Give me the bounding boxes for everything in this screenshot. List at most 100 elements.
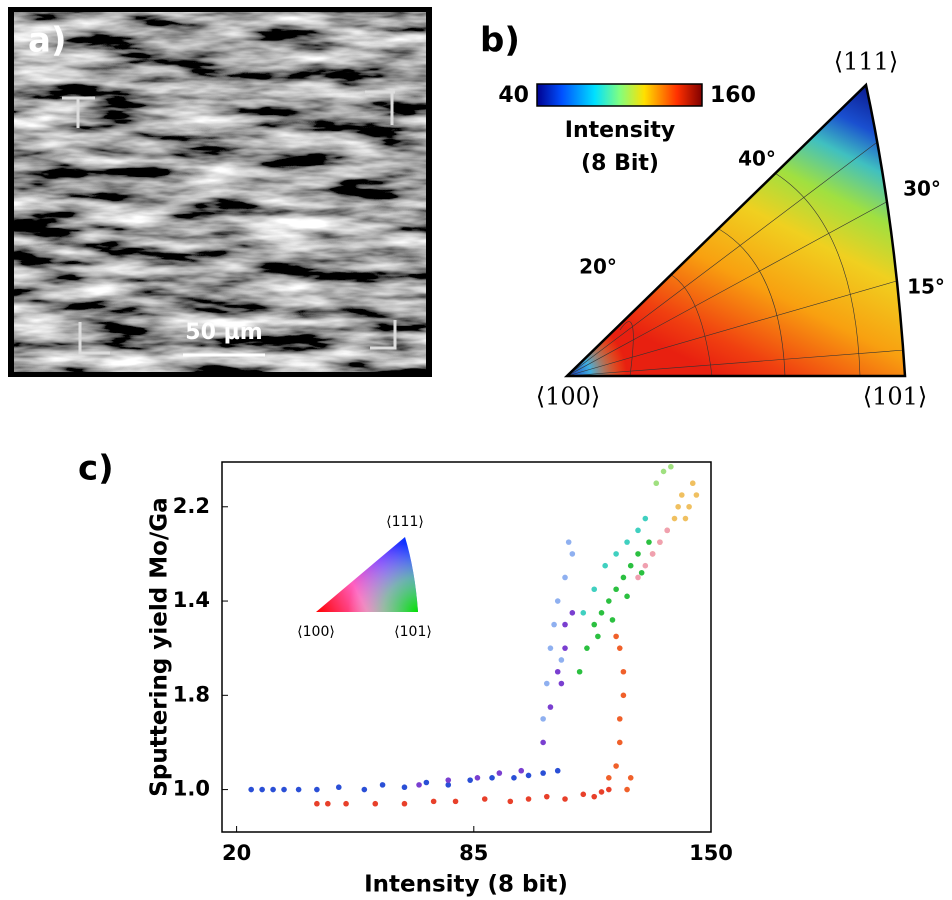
- data-point: [689, 480, 696, 487]
- data-point: [671, 515, 678, 522]
- data-point: [474, 774, 481, 781]
- data-point: [511, 774, 517, 781]
- ipf-outline: [563, 82, 907, 378]
- data-point: [452, 798, 459, 805]
- y-tick-label: 2.2: [173, 494, 210, 518]
- data-point: [562, 645, 568, 651]
- colorbar: [536, 83, 703, 107]
- data-point: [565, 539, 572, 545]
- data-point: [496, 770, 503, 776]
- data-point: [558, 680, 565, 687]
- data-point: [624, 593, 630, 600]
- data-point: [664, 527, 671, 534]
- data-point: [591, 586, 598, 593]
- data-point: [591, 793, 598, 800]
- data-point: [638, 569, 645, 576]
- data-point: [591, 621, 598, 628]
- data-point: [609, 617, 616, 623]
- colorbar-tick-label: 40: [498, 83, 529, 108]
- y-tick-label: 1.8: [173, 682, 210, 706]
- data-point: [569, 610, 576, 616]
- x-tick-label: 85: [459, 841, 488, 865]
- data-point: [693, 492, 700, 498]
- data-point: [627, 562, 634, 569]
- data-point: [543, 793, 550, 800]
- data-point: [540, 739, 546, 746]
- corner-label: ⟨101⟩: [863, 383, 928, 411]
- colorbar-subtitle: (8 Bit): [581, 151, 659, 176]
- data-point: [401, 784, 408, 791]
- data-point: [616, 645, 623, 651]
- data-point: [551, 621, 557, 628]
- x-tick-label: 150: [689, 841, 733, 865]
- data-point: [547, 704, 554, 710]
- data-point: [525, 772, 532, 779]
- data-point: [314, 800, 320, 807]
- angle-label: 30°: [903, 177, 941, 201]
- data-point: [613, 551, 619, 557]
- data-point: [686, 503, 692, 510]
- data-point: [445, 782, 452, 788]
- data-point: [613, 763, 619, 769]
- data-point: [580, 610, 587, 616]
- data-point: [325, 800, 331, 807]
- panel-label: a): [28, 21, 66, 61]
- data-point: [562, 621, 568, 628]
- data-point: [335, 784, 342, 791]
- data-point: [620, 692, 627, 699]
- colorbar-tick-label: 160: [710, 83, 756, 108]
- inset-corner-label: ⟨100⟩: [297, 624, 335, 640]
- inset-corner-label: ⟨101⟩: [394, 624, 432, 640]
- data-point: [660, 468, 667, 475]
- data-point: [679, 492, 685, 498]
- data-point: [540, 716, 546, 722]
- data-point: [343, 800, 349, 807]
- data-point: [562, 574, 568, 581]
- data-point: [481, 796, 488, 802]
- data-point: [467, 777, 473, 783]
- data-point: [627, 774, 634, 781]
- data-point: [525, 796, 532, 802]
- data-point: [554, 598, 561, 604]
- scale-bar-label: 50 µm: [185, 320, 262, 345]
- data-point: [606, 786, 612, 793]
- data-point: [635, 527, 641, 534]
- data-point: [580, 791, 587, 798]
- data-point: [430, 798, 437, 805]
- data-point: [620, 574, 627, 581]
- data-point: [507, 798, 514, 805]
- y-axis-label: Sputtering yield Mo/Ga: [147, 497, 173, 796]
- corner-label: ⟨100⟩: [536, 383, 601, 411]
- data-point: [616, 739, 623, 746]
- data-point: [598, 610, 605, 616]
- fiducial-marks: [62, 90, 397, 355]
- x-axis-label: Intensity (8 bit): [364, 872, 568, 898]
- data-point: [635, 574, 641, 581]
- data-point: [295, 786, 302, 793]
- data-point: [543, 680, 550, 687]
- data-point: [270, 786, 276, 793]
- data-point: [635, 551, 641, 557]
- data-point: [653, 480, 660, 487]
- y-tick-label: 1.0: [173, 777, 210, 801]
- data-point: [547, 645, 554, 651]
- data-point: [584, 645, 590, 651]
- angle-label: 20°: [579, 255, 617, 279]
- data-point: [595, 633, 601, 640]
- data-point: [642, 515, 649, 522]
- data-point: [314, 786, 320, 793]
- data-point: [657, 539, 663, 545]
- data-point: [606, 774, 612, 781]
- data-point: [558, 657, 565, 663]
- data-point: [259, 786, 265, 793]
- data-point: [602, 562, 608, 569]
- colorbar-title: Intensity: [565, 118, 675, 143]
- data-point: [416, 782, 422, 788]
- ipf-grid: [567, 139, 905, 376]
- data-point: [682, 515, 689, 522]
- data-point: [624, 539, 630, 545]
- data-point: [423, 779, 430, 786]
- data-point: [668, 463, 674, 470]
- data-point: [489, 774, 495, 781]
- data-point: [675, 503, 681, 510]
